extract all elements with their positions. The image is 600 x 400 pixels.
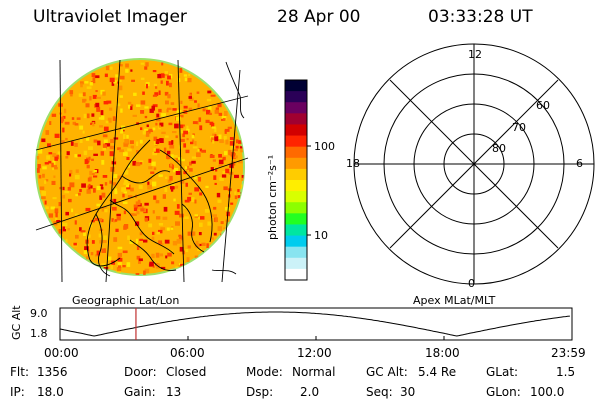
gain-value: 13	[166, 385, 182, 399]
polar-grid	[353, 43, 595, 285]
coastlines	[86, 61, 245, 277]
instrument-title: Ultraviolet Imager	[33, 7, 187, 27]
uv-image-disk	[35, 58, 249, 283]
mlat-label-60: 60	[536, 99, 550, 112]
gcalt-label: GC Alt:	[366, 365, 408, 379]
glat-value: 1.5	[556, 365, 576, 379]
glon-value: 100.0	[530, 385, 565, 399]
ip-value: 18.0	[37, 385, 64, 399]
mlat-label-70: 70	[512, 121, 526, 134]
date-label: 28 Apr 00	[277, 7, 361, 27]
mode-label: Mode:	[246, 365, 283, 379]
left-panel-label: Geographic Lat/Lon	[72, 294, 180, 307]
mlt-label-6: 6	[576, 157, 583, 170]
time-tick-1200: 12:00	[297, 346, 332, 360]
right-panel-label: Apex MLat/MLT	[413, 294, 496, 307]
altitude-ylabel: GC Alt	[10, 305, 23, 340]
altitude-ymin: 1.8	[30, 327, 48, 340]
dsp-label: Dsp:	[246, 385, 274, 399]
time-tick-0000: 00:00	[44, 346, 79, 360]
mlt-label-18: 18	[346, 157, 360, 170]
colorbar-tick-100: 100	[314, 140, 335, 153]
seq-label: Seq:	[366, 385, 393, 399]
flt-label: Flt:	[10, 365, 29, 379]
time-tick-0600: 06:00	[170, 346, 205, 360]
ip-label: IP:	[10, 385, 25, 399]
door-value: Closed	[166, 365, 207, 379]
geographic-grid	[35, 59, 249, 283]
time-tick-1800: 18:00	[425, 346, 460, 360]
colorbar-tick-10: 10	[314, 229, 328, 242]
mlt-label-0: 0	[468, 277, 475, 290]
gcalt-value: 5.4 Re	[418, 365, 457, 379]
flt-value: 1356	[37, 365, 68, 379]
mlat-label-80: 80	[492, 142, 506, 155]
glon-label: GLon:	[486, 385, 521, 399]
glat-label: GLat:	[486, 365, 519, 379]
altitude-plot	[59, 307, 573, 341]
time-tick-2359: 23:59	[551, 346, 586, 360]
mode-value: Normal	[292, 365, 336, 379]
mlt-label-12: 12	[468, 48, 482, 61]
dsp-value: 2.0	[300, 385, 320, 399]
altitude-ymax: 9.0	[30, 307, 48, 320]
colorbar-unit-label: photon cm⁻²s⁻¹	[266, 154, 279, 240]
time-label: 03:33:28 UT	[428, 7, 533, 27]
door-label: Door:	[124, 365, 157, 379]
colorbar	[284, 79, 311, 281]
gain-label: Gain:	[124, 385, 156, 399]
seq-value: 30	[400, 385, 416, 399]
